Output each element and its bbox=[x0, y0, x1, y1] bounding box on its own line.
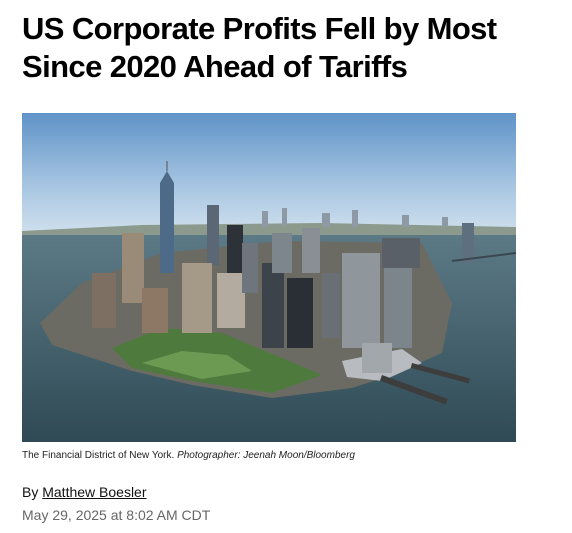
byline-prefix: By bbox=[22, 484, 39, 500]
article-headline: US Corporate Profits Fell by Most Since … bbox=[22, 11, 497, 84]
photo-credit: Photographer: Jeenah Moon/Bloomberg bbox=[177, 450, 355, 461]
hero-photo-financial-district bbox=[22, 113, 516, 442]
caption-text: The Financial District of New York. bbox=[22, 450, 175, 461]
photo-caption: The Financial District of New York. Phot… bbox=[22, 449, 542, 463]
publish-timestamp: May 29, 2025 at 8:02 AM CDT bbox=[22, 507, 211, 523]
author-link[interactable]: Matthew Boesler bbox=[42, 484, 147, 500]
byline: By Matthew Boesler bbox=[22, 483, 147, 501]
